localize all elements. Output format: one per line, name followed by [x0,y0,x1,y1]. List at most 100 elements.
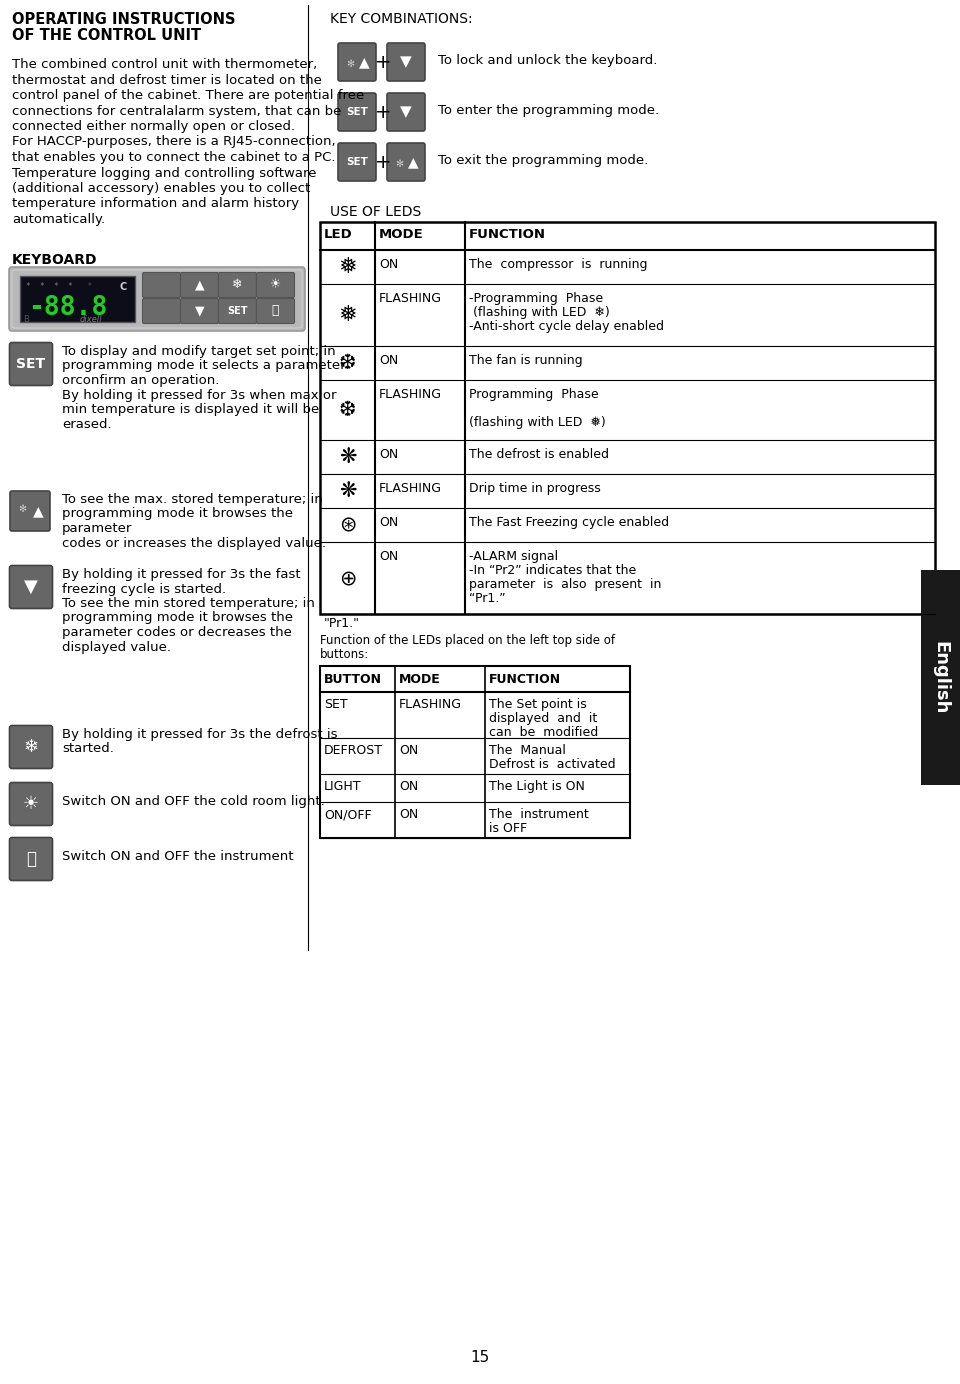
Text: Temperature logging and controlling software: Temperature logging and controlling soft… [12,166,317,180]
Text: By holding it pressed for 3s the fast: By holding it pressed for 3s the fast [62,567,300,581]
Text: ✻: ✻ [347,58,354,69]
Text: OPERATING INSTRUCTIONS: OPERATING INSTRUCTIONS [12,12,235,28]
Text: MODE: MODE [399,673,441,686]
Text: programming mode it browses the: programming mode it browses the [62,508,293,520]
Text: The  instrument: The instrument [489,808,588,821]
Text: SET: SET [16,357,45,371]
Text: *: * [25,281,30,291]
Text: By holding it pressed for 3s when max or: By holding it pressed for 3s when max or [62,389,337,401]
Text: ON: ON [399,781,419,793]
Text: ❋: ❋ [339,482,356,501]
Text: By holding it pressed for 3s the defrost is: By holding it pressed for 3s the defrost… [62,728,338,740]
Text: OF THE CONTROL UNIT: OF THE CONTROL UNIT [12,28,202,43]
FancyBboxPatch shape [10,782,53,825]
Text: -ALARM signal: -ALARM signal [469,549,558,563]
Text: ON: ON [379,516,398,529]
Text: +: + [375,53,392,72]
Text: displayed value.: displayed value. [62,641,171,653]
FancyBboxPatch shape [338,143,376,181]
Text: is OFF: is OFF [489,822,527,835]
Text: control panel of the cabinet. There are potential free: control panel of the cabinet. There are … [12,89,364,102]
Text: ▼: ▼ [400,105,412,119]
Bar [20,275,135,322]
Text: programming mode it selects a parameter: programming mode it selects a parameter [62,360,346,372]
Text: buttons:: buttons: [320,648,370,662]
Text: English: English [931,641,949,714]
Text: programming mode it browses the: programming mode it browses the [62,612,293,624]
Text: LIGHT: LIGHT [324,781,362,793]
Text: dixell: dixell [80,314,103,324]
Text: -Programming  Phase: -Programming Phase [469,292,603,304]
Text: FLASHING: FLASHING [379,388,442,401]
Text: (flashing with LED  ❅): (flashing with LED ❅) [469,417,606,429]
Text: ❆: ❆ [339,353,356,374]
FancyBboxPatch shape [219,299,256,324]
Text: FLASHING: FLASHING [379,482,442,495]
Text: connections for centralalarm system, that can be: connections for centralalarm system, tha… [12,105,342,118]
Text: SET: SET [346,156,368,167]
Text: ▲: ▲ [195,278,204,292]
Text: C: C [120,282,128,292]
FancyBboxPatch shape [180,299,219,324]
Text: Defrost is  activated: Defrost is activated [489,758,615,771]
Text: ▼: ▼ [400,54,412,69]
Text: connected either normally open or closed.: connected either normally open or closed… [12,120,295,133]
Text: parameter codes or decreases the: parameter codes or decreases the [62,626,292,639]
Text: ▼: ▼ [24,579,38,597]
Text: ❄: ❄ [232,278,243,292]
Text: Drip time in progress: Drip time in progress [469,482,601,495]
FancyBboxPatch shape [9,267,305,331]
Text: ⏻: ⏻ [272,304,279,317]
Text: *: * [53,281,58,291]
FancyBboxPatch shape [338,93,376,131]
Text: The combined control unit with thermometer,: The combined control unit with thermomet… [12,58,317,71]
FancyBboxPatch shape [10,837,53,880]
Text: LED: LED [324,228,352,241]
Text: min temperature is displayed it will be: min temperature is displayed it will be [62,403,320,417]
Text: that enables you to connect the cabinet to a PC.: that enables you to connect the cabinet … [12,151,335,163]
Bar [320,221,935,614]
Text: SET: SET [228,306,248,316]
Text: *: * [67,281,72,291]
Text: To exit the programming mode.: To exit the programming mode. [438,154,648,167]
Text: ▲: ▲ [408,155,419,169]
Text: ON: ON [399,745,419,757]
Text: ⊕: ⊕ [339,567,356,588]
Text: ☀: ☀ [23,794,39,812]
Text: Function of the LEDs placed on the left top side of: Function of the LEDs placed on the left … [320,634,615,646]
Text: FLASHING: FLASHING [399,698,462,711]
Text: KEY COMBINATIONS:: KEY COMBINATIONS: [330,12,472,26]
Text: ON: ON [379,257,398,271]
Text: BUTTON: BUTTON [324,673,382,686]
Text: temperature information and alarm history: temperature information and alarm histor… [12,198,300,210]
Text: ON/OFF: ON/OFF [324,808,372,821]
FancyBboxPatch shape [387,93,425,131]
Text: 15: 15 [470,1351,490,1366]
Text: codes or increases the displayed value.: codes or increases the displayed value. [62,537,326,549]
Text: ▲: ▲ [359,55,370,69]
Text: ON: ON [379,354,398,367]
Text: ▼: ▼ [195,304,204,317]
FancyBboxPatch shape [10,342,53,386]
FancyBboxPatch shape [10,725,53,768]
Text: (flashing with LED  ❄): (flashing with LED ❄) [469,306,610,318]
Text: Switch ON and OFF the instrument: Switch ON and OFF the instrument [62,850,294,864]
Text: ON: ON [379,448,398,461]
Text: ON: ON [379,549,398,563]
Text: +: + [375,152,392,172]
FancyBboxPatch shape [387,143,425,181]
Text: ❆: ❆ [339,400,356,419]
FancyBboxPatch shape [338,43,376,82]
Text: The defrost is enabled: The defrost is enabled [469,448,609,461]
Text: Programming  Phase: Programming Phase [469,388,599,401]
Text: parameter  is  also  present  in: parameter is also present in [469,579,661,591]
Text: To lock and unlock the keyboard.: To lock and unlock the keyboard. [438,54,658,66]
Text: The Light is ON: The Light is ON [489,781,585,793]
Text: ✻: ✻ [18,504,26,515]
Text: "Pr1.": "Pr1." [324,617,360,630]
Text: To see the min stored temperature; in: To see the min stored temperature; in [62,597,315,610]
Text: ON: ON [399,808,419,821]
Text: DEFROST: DEFROST [324,745,383,757]
Text: The Fast Freezing cycle enabled: The Fast Freezing cycle enabled [469,516,669,529]
FancyBboxPatch shape [219,273,256,298]
